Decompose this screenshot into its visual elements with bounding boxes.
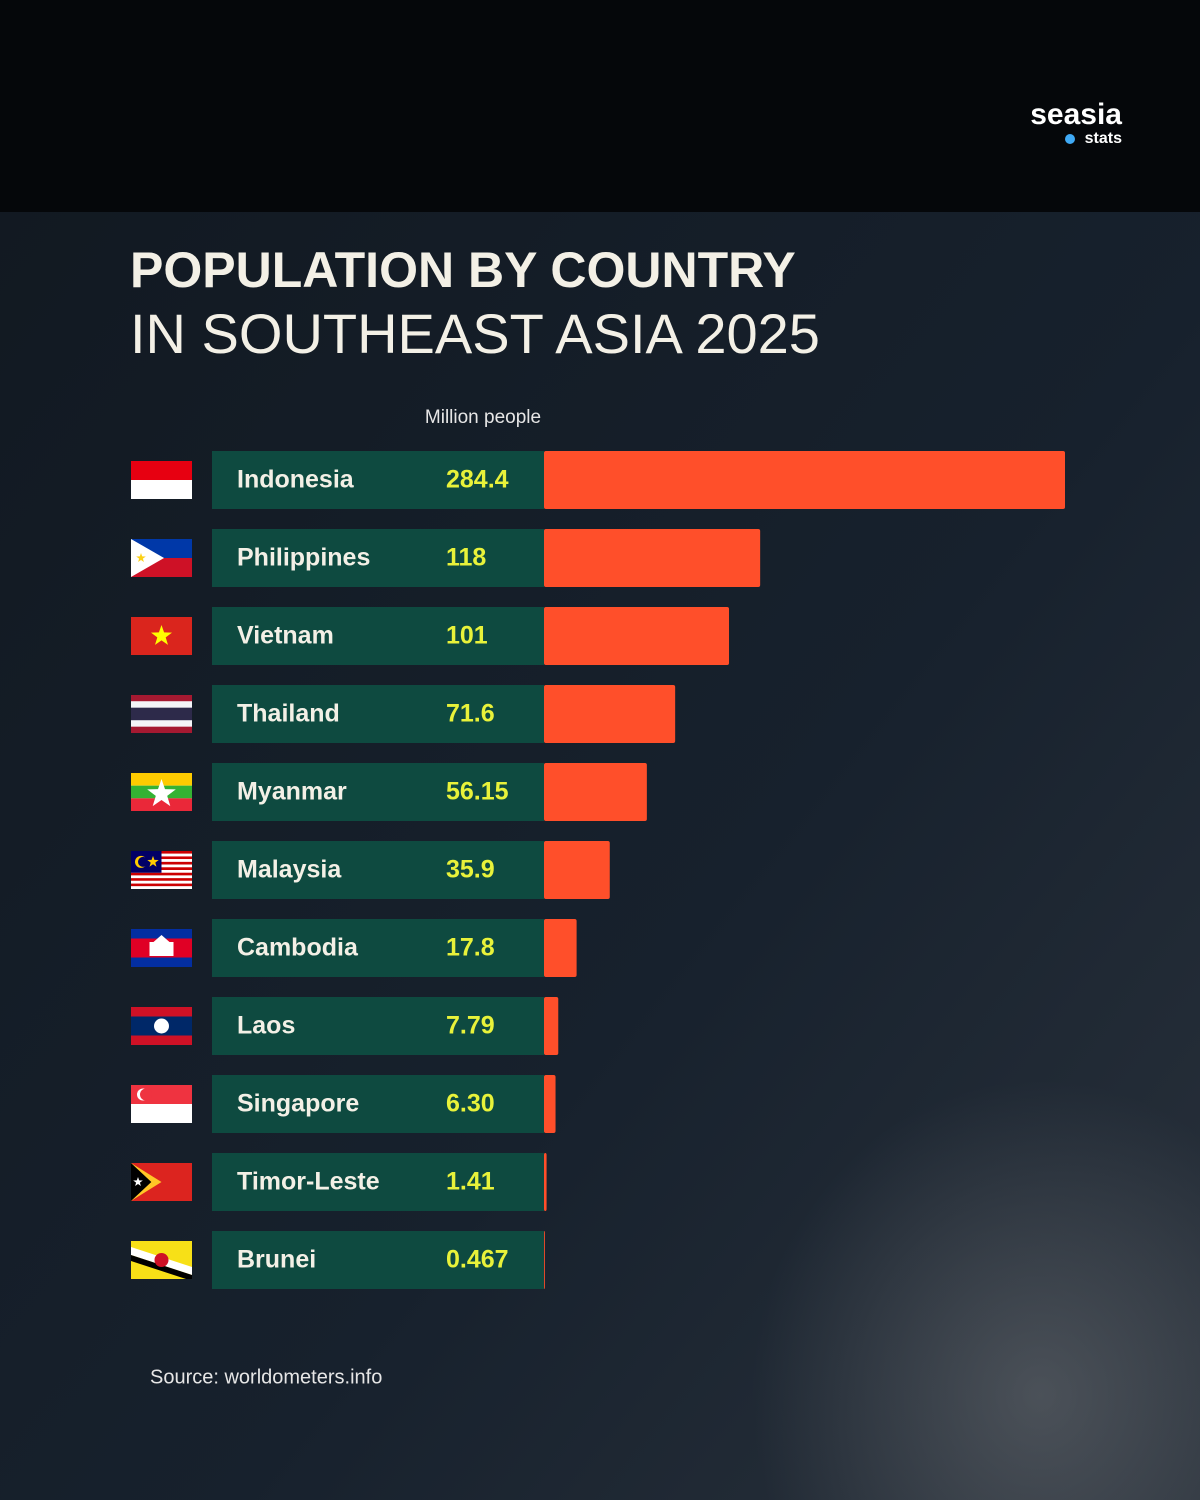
value-label: 35.9 [446,856,495,884]
flag-part [154,1018,169,1034]
flag-part [133,1177,143,1186]
value-label: 284.4 [446,466,509,494]
value-label: 101 [446,622,488,650]
bar [544,1153,547,1211]
flag-part [131,707,192,721]
label-box [212,451,544,509]
flag [131,1163,192,1201]
flag-part [131,461,192,480]
label-box [212,685,544,743]
label-box [212,919,544,977]
flag-part [131,1035,192,1045]
photo-backdrop [560,800,1200,1500]
flag-part [131,883,192,887]
flag [131,539,192,577]
bar [544,529,761,587]
unit-label: Million people [425,407,541,428]
category-label: Brunei [237,1246,316,1274]
flag-part [149,942,174,956]
value-label: 1.41 [446,1168,495,1196]
flag-part [131,701,192,708]
label-box [212,763,544,821]
header-band [0,0,1200,212]
bar [544,841,610,899]
category-label: Timor-Leste [237,1168,380,1196]
value-label: 56.15 [446,778,509,806]
category-label: Cambodia [237,934,359,962]
flag-part [131,1163,152,1201]
flag-part [131,695,192,702]
flag-part [131,539,165,577]
flag-part [147,779,176,807]
chart-title: POPULATION BY COUNTRY [130,242,796,298]
value-label: 71.6 [446,700,495,728]
source: Source: worldometers.info [150,1366,382,1388]
category-label: Vietnam [237,622,334,650]
flag-part [131,1007,192,1017]
value-label: 118 [446,544,486,572]
bar [544,451,1065,509]
category-label: Malaysia [237,856,342,884]
label-box [212,1153,544,1211]
flag-part [131,1255,192,1280]
value-label: 6.30 [446,1090,495,1118]
flag-part [136,553,146,562]
logo-name: seasia [1030,98,1122,131]
category-label: Singapore [237,1090,359,1118]
flag-part [131,872,192,876]
flag-part [131,726,192,733]
flag-part [131,798,192,811]
flag [131,1241,192,1280]
bar [544,685,676,743]
flag-part [138,856,148,867]
category-label: Thailand [237,700,340,728]
flag [131,461,192,499]
flag-part [154,1253,169,1267]
flag-part [153,935,170,942]
chart-subtitle: IN SOUTHEAST ASIA 2025 [130,302,820,365]
label-box [212,841,544,899]
logo-tag: stats [1085,130,1122,147]
bar [544,1075,556,1133]
value-label: 7.79 [446,1012,495,1040]
bar [544,763,647,821]
flag-part [131,878,192,881]
flag-part [131,875,192,879]
bar [544,997,559,1055]
category-label: Philippines [237,544,370,572]
flag [131,851,192,889]
category-label: Indonesia [237,466,355,494]
flag [131,1007,192,1045]
flag [131,773,192,811]
category-label: Myanmar [237,778,347,806]
flag-part [131,929,192,939]
label-box [212,1075,544,1133]
label-box [212,607,544,665]
flag-part [147,855,159,867]
bar [544,1231,545,1289]
flag-part [131,480,192,499]
flag-part [131,720,192,727]
flag-part [151,625,172,645]
flag [131,617,192,655]
label-box [212,529,544,587]
flag-part [131,880,192,884]
label-box [212,1231,544,1289]
bar [544,607,730,665]
flag-part [131,957,192,967]
flag-part [131,1104,192,1123]
category-label: Laos [237,1012,295,1040]
flag [131,695,192,733]
flag [131,1085,192,1123]
bar [544,919,577,977]
logo-dot [1065,134,1075,144]
flag [131,929,192,967]
label-box [212,997,544,1055]
flag-part [131,886,192,889]
flag-part [140,1088,152,1101]
value-label: 17.8 [446,934,495,962]
value-label: 0.467 [446,1246,509,1274]
